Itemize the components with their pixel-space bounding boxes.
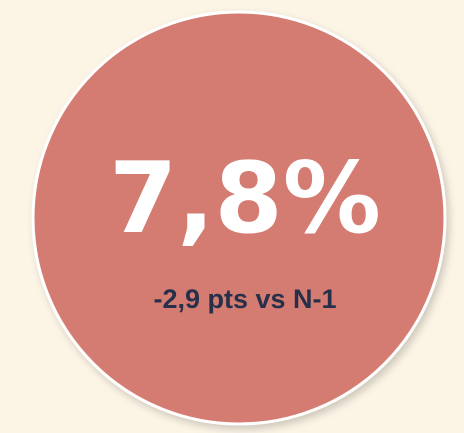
kpi-delta: -2,9 pts vs N-1 <box>153 284 336 314</box>
kpi-circle <box>31 10 447 426</box>
kpi-value: 7,8% <box>109 142 381 256</box>
